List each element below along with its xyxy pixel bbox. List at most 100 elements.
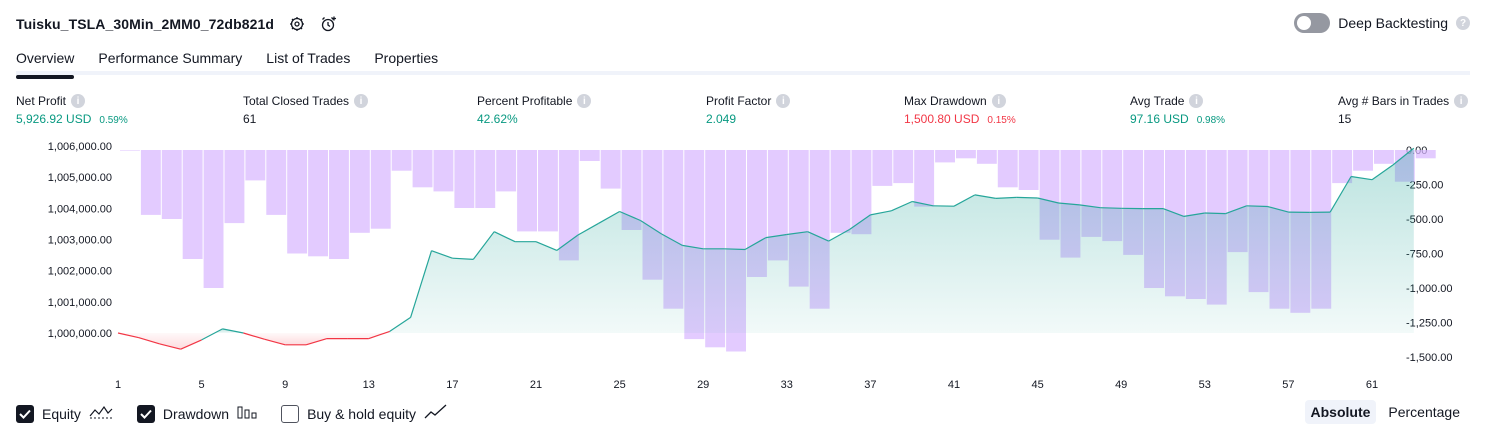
tab-properties[interactable]: Properties (374, 50, 439, 66)
left-tick-label: 1,006,000.00 (48, 141, 112, 153)
equity-line-segment (849, 214, 871, 230)
info-icon[interactable]: i (776, 94, 791, 108)
legend-buy-hold-label: Buy & hold equity (307, 405, 417, 422)
tab-performance-summary[interactable]: Performance Summary (98, 50, 243, 66)
equity-line-segment (535, 241, 558, 251)
drawdown-bar (600, 150, 621, 189)
drawdown-bar (538, 150, 558, 232)
equity-line-segment (1037, 197, 1059, 204)
equity-line-segment (765, 233, 787, 239)
drawdown-bar (433, 150, 454, 192)
tab-list-of-trades[interactable]: List of Trades (266, 50, 351, 66)
metric-percent: 0.15% (987, 115, 1016, 126)
legend-buy-hold-equity[interactable]: Buy & hold equity (281, 404, 448, 423)
equity-line-segment (159, 343, 181, 350)
left-tick-label: 1,004,000.00 (48, 203, 112, 215)
equity-checkbox[interactable] (16, 404, 34, 423)
deep-backtesting-toggle[interactable] (1294, 13, 1331, 33)
drawdown-bar (893, 150, 914, 184)
metric-percent: 0.59% (99, 115, 128, 126)
equity-line-segment (222, 328, 244, 334)
right-tick-label: -1,500.00 (1406, 352, 1452, 364)
drawdown-bar (287, 150, 308, 254)
x-tick-label: 61 (1366, 379, 1378, 391)
drawdown-bar (120, 150, 140, 151)
equity-line-icon (89, 404, 113, 423)
tab-bar: Overview Performance Summary List of Tra… (16, 44, 1470, 79)
drawdown-bar (976, 150, 997, 164)
right-tick-label: -250.00 (1406, 180, 1443, 192)
drawdown-bar (329, 150, 349, 259)
equity-drawdown-chart[interactable]: 1,006,000.00 1,005,000.00 1,004,000.00 1,00… (0, 130, 1486, 398)
drawdown-bar (496, 150, 517, 192)
left-tick-label: 1,000,000.00 (48, 328, 112, 340)
metric-label: Net Profit (16, 94, 67, 108)
x-tick-label: 29 (697, 379, 709, 391)
drawdown-checkbox[interactable] (136, 404, 155, 423)
equity-line-segment (1267, 205, 1289, 213)
percentage-mode-button[interactable]: Percentage (1388, 404, 1460, 420)
x-tick-label: 21 (530, 379, 542, 391)
info-icon[interactable]: i (577, 94, 592, 108)
equity-line-segment (744, 237, 767, 251)
settings-gear-icon[interactable] (288, 15, 306, 33)
drawdown-bar (370, 150, 391, 229)
equity-line-segment (1079, 204, 1101, 209)
drawdown-bar (349, 150, 370, 233)
right-tick-label: -750.00 (1406, 249, 1443, 261)
equity-line-segment (786, 231, 808, 236)
equity-line-segment (117, 332, 140, 339)
chart-legend: Equity Drawdown Buy & hold equity (16, 404, 448, 423)
metric-value: 1,500.80 USD (904, 112, 980, 126)
right-tick-label: -500.00 (1406, 214, 1443, 226)
drawdown-bar (956, 150, 976, 159)
equity-line-segment (995, 196, 1017, 199)
info-icon[interactable]: i (354, 94, 369, 108)
equity-line-segment (368, 330, 390, 340)
x-tick-label: 25 (613, 379, 625, 391)
deep-backtesting-help-icon[interactable]: ? (1456, 16, 1470, 30)
equity-line-segment (661, 233, 683, 246)
info-icon[interactable]: i (71, 94, 86, 108)
metric-label: Avg Trade (1130, 94, 1185, 108)
equity-line-segment (1183, 212, 1205, 217)
x-tick-label: 5 (199, 379, 205, 391)
equity-line-segment (243, 332, 265, 340)
left-tick-label: 1,002,000.00 (48, 266, 112, 278)
x-tick-label: 53 (1199, 379, 1211, 391)
x-tick-label: 45 (1031, 379, 1043, 391)
metric-value: 61 (243, 112, 257, 126)
drawdown-bar (391, 150, 412, 171)
equity-line-segment (1246, 205, 1268, 208)
equity-line-segment (472, 231, 495, 260)
drawdown-bar (1374, 150, 1394, 164)
info-icon[interactable]: i (1189, 94, 1204, 108)
info-icon[interactable]: i (991, 94, 1006, 108)
tab-overview[interactable]: Overview (16, 44, 75, 79)
equity-line-segment (1225, 205, 1247, 215)
left-tick-label: 1,001,000.00 (48, 297, 112, 309)
metric-value: 2.049 (706, 112, 737, 126)
x-tick-label: 33 (781, 379, 793, 391)
legend-equity-label: Equity (42, 405, 81, 422)
legend-equity[interactable]: Equity (16, 404, 113, 423)
equity-line-segment (180, 339, 202, 350)
drawdown-bar (245, 150, 266, 181)
buy-hold-checkbox[interactable] (281, 404, 300, 423)
equity-area-negative (118, 333, 215, 350)
drawdown-bar (935, 150, 955, 163)
equity-line-segment (598, 210, 620, 224)
legend-drawdown-label: Drawdown (162, 405, 230, 422)
deep-backtesting-label: Deep Backtesting (1338, 15, 1448, 31)
absolute-mode-button[interactable]: Absolute (1304, 400, 1377, 424)
add-alert-clock-icon[interactable] (320, 15, 338, 33)
equity-area (118, 148, 1414, 350)
info-icon[interactable]: i (1454, 94, 1469, 108)
bar-chart-icon (237, 404, 257, 423)
equity-line-segment (431, 250, 453, 259)
metric-max-drawdown: Max Drawdown i 1,500.80 USD 0.15% (904, 93, 1016, 126)
legend-drawdown[interactable]: Drawdown (136, 404, 257, 423)
metric-profit-factor: Profit Factor i 2.049 (706, 93, 791, 126)
equity-line-segment (577, 222, 599, 236)
drawdown-bar (872, 150, 893, 186)
